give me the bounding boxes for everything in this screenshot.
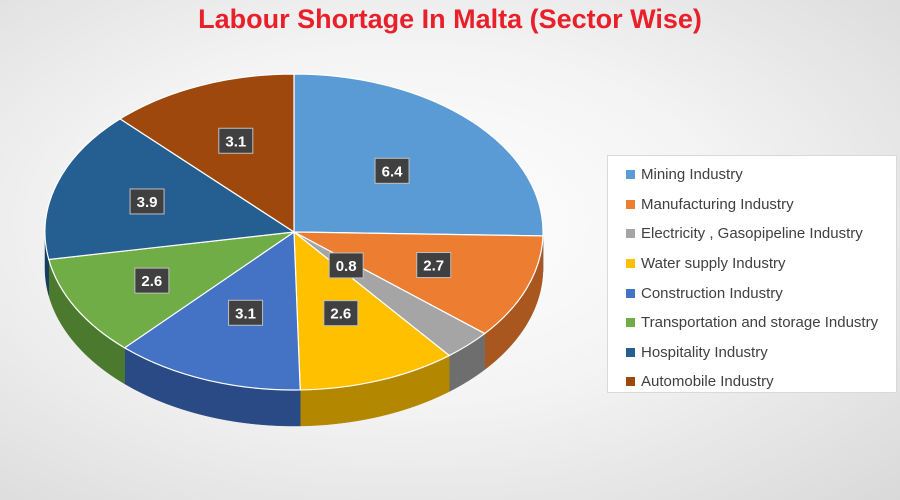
- data-label-3: 2.6: [323, 300, 359, 327]
- legend-item: Construction Industry: [608, 278, 896, 308]
- data-label-4: 3.1: [228, 299, 264, 326]
- legend-item: Automobile Industry: [608, 367, 896, 397]
- legend-swatch: [626, 318, 635, 328]
- pie-slice-0: [293, 73, 544, 237]
- svg-text:6.4: 6.4: [382, 163, 404, 180]
- pie-top: [44, 73, 544, 391]
- legend-label: Electricity , Gasopipeline Industry: [641, 225, 863, 243]
- data-label-0: 6.4: [374, 157, 410, 184]
- legend-item: Electricity , Gasopipeline Industry: [608, 219, 896, 249]
- pie-slice-5: [48, 231, 295, 349]
- legend-label: Water supply Industry: [641, 255, 786, 273]
- svg-text:3.1: 3.1: [225, 133, 246, 150]
- legend-item: Water supply Industry: [608, 249, 896, 279]
- svg-text:2.6: 2.6: [141, 273, 162, 290]
- legend-item: Mining Industry: [608, 160, 896, 190]
- data-label-7: 3.1: [218, 127, 254, 154]
- legend-label: Transportation and storage Industry: [641, 314, 879, 332]
- data-label-6: 3.9: [129, 188, 165, 215]
- svg-text:0.8: 0.8: [336, 258, 357, 275]
- legend-item: Hospitality Industry: [608, 338, 896, 368]
- legend-label: Mining Industry: [641, 166, 743, 184]
- svg-text:3.1: 3.1: [235, 305, 256, 322]
- legend-swatch: [626, 377, 635, 387]
- pie-slice-4: [123, 230, 301, 391]
- pie-slice-6: [44, 118, 296, 261]
- legend-item: Transportation and storage Industry: [608, 308, 896, 338]
- legend-swatch: [626, 170, 635, 180]
- pie-slice-7: [119, 73, 295, 234]
- data-label-5: 2.6: [134, 267, 170, 294]
- svg-text:3.9: 3.9: [137, 194, 158, 211]
- legend-swatch: [626, 347, 635, 357]
- legend-swatch: [626, 259, 635, 269]
- data-label-1: 2.7: [416, 252, 452, 279]
- svg-text:2.6: 2.6: [330, 306, 351, 323]
- pie-labels: 6.4 2.7 0.8 2.6 3.1 2.6 3.9 3.1: [129, 127, 452, 327]
- legend-label: Manufacturing Industry: [641, 195, 794, 213]
- legend-swatch: [626, 288, 635, 298]
- legend: Mining Industry Manufacturing Industry Ele…: [607, 155, 897, 393]
- legend-label: Automobile Industry: [641, 373, 774, 391]
- legend-label: Construction Industry: [641, 284, 783, 302]
- data-label-2: 0.8: [328, 252, 364, 279]
- legend-item: Manufacturing Industry: [608, 190, 896, 220]
- chart-title: Labour Shortage In Malta (Sector Wise): [198, 4, 702, 34]
- pie-sides: [44, 232, 544, 427]
- legend-swatch: [626, 229, 635, 239]
- legend-label: Hospitality Industry: [641, 343, 768, 361]
- legend-swatch: [626, 199, 635, 209]
- svg-text:2.7: 2.7: [423, 258, 444, 275]
